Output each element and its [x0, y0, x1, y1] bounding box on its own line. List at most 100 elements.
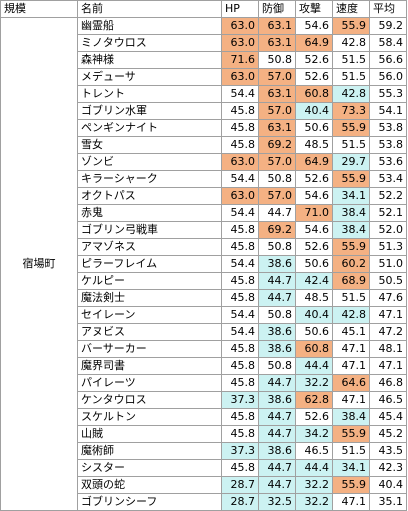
name-cell[interactable]: バーサーカー: [77, 340, 222, 358]
hp-cell[interactable]: 63.0: [221, 153, 259, 171]
speed-cell[interactable]: 34.1: [332, 459, 370, 477]
average-cell[interactable]: 52.1: [369, 204, 407, 222]
header-speed[interactable]: 速度: [332, 0, 370, 18]
attack-cell[interactable]: 44.4: [295, 357, 333, 375]
name-cell[interactable]: ゴブリン水軍: [77, 102, 222, 120]
defense-cell[interactable]: 50.8: [258, 51, 296, 69]
average-cell[interactable]: 45.4: [369, 408, 407, 426]
hp-cell[interactable]: 45.8: [221, 459, 259, 477]
average-cell[interactable]: 53.6: [369, 153, 407, 171]
name-cell[interactable]: メデューサ: [77, 68, 222, 86]
name-cell[interactable]: 赤鬼: [77, 204, 222, 222]
hp-cell[interactable]: 54.4: [221, 255, 259, 273]
defense-cell[interactable]: 38.6: [258, 442, 296, 460]
hp-cell[interactable]: 45.8: [221, 340, 259, 358]
name-cell[interactable]: キラーシャーク: [77, 170, 222, 188]
defense-cell[interactable]: 44.7: [258, 272, 296, 290]
speed-cell[interactable]: 55.9: [332, 425, 370, 443]
header-scale[interactable]: 規模: [0, 0, 78, 18]
speed-cell[interactable]: 64.6: [332, 374, 370, 392]
average-cell[interactable]: 53.8: [369, 136, 407, 154]
speed-cell[interactable]: 51.5: [332, 442, 370, 460]
hp-cell[interactable]: 37.3: [221, 442, 259, 460]
speed-cell[interactable]: 55.9: [332, 170, 370, 188]
attack-cell[interactable]: 54.6: [295, 187, 333, 205]
speed-cell[interactable]: 45.1: [332, 323, 370, 341]
attack-cell[interactable]: 60.8: [295, 340, 333, 358]
attack-cell[interactable]: 48.5: [295, 289, 333, 307]
defense-cell[interactable]: 32.5: [258, 493, 296, 511]
attack-cell[interactable]: 62.8: [295, 391, 333, 409]
attack-cell[interactable]: 40.4: [295, 102, 333, 120]
speed-cell[interactable]: 34.1: [332, 187, 370, 205]
header-defense[interactable]: 防御: [258, 0, 296, 18]
speed-cell[interactable]: 38.4: [332, 408, 370, 426]
speed-cell[interactable]: 42.8: [332, 85, 370, 103]
average-cell[interactable]: 53.4: [369, 170, 407, 188]
speed-cell[interactable]: 55.9: [332, 238, 370, 256]
name-cell[interactable]: 雪女: [77, 136, 222, 154]
attack-cell[interactable]: 32.2: [295, 374, 333, 392]
attack-cell[interactable]: 32.2: [295, 493, 333, 511]
defense-cell[interactable]: 38.6: [258, 340, 296, 358]
speed-cell[interactable]: 51.5: [332, 51, 370, 69]
name-cell[interactable]: アヌビス: [77, 323, 222, 341]
defense-cell[interactable]: 38.6: [258, 323, 296, 341]
average-cell[interactable]: 40.4: [369, 476, 407, 494]
speed-cell[interactable]: 47.1: [332, 391, 370, 409]
defense-cell[interactable]: 44.7: [258, 459, 296, 477]
average-cell[interactable]: 47.1: [369, 306, 407, 324]
name-cell[interactable]: ゾンビ: [77, 153, 222, 171]
average-cell[interactable]: 50.5: [369, 272, 407, 290]
defense-cell[interactable]: 44.7: [258, 374, 296, 392]
name-cell[interactable]: トレント: [77, 85, 222, 103]
name-cell[interactable]: パイレーツ: [77, 374, 222, 392]
hp-cell[interactable]: 63.0: [221, 17, 259, 35]
average-cell[interactable]: 59.2: [369, 17, 407, 35]
average-cell[interactable]: 51.3: [369, 238, 407, 256]
hp-cell[interactable]: 63.0: [221, 34, 259, 52]
hp-cell[interactable]: 54.4: [221, 204, 259, 222]
average-cell[interactable]: 53.8: [369, 119, 407, 137]
average-cell[interactable]: 42.3: [369, 459, 407, 477]
defense-cell[interactable]: 57.0: [258, 153, 296, 171]
speed-cell[interactable]: 29.7: [332, 153, 370, 171]
average-cell[interactable]: 48.1: [369, 340, 407, 358]
hp-cell[interactable]: 45.8: [221, 425, 259, 443]
defense-cell[interactable]: 50.8: [258, 357, 296, 375]
attack-cell[interactable]: 60.8: [295, 85, 333, 103]
attack-cell[interactable]: 34.2: [295, 425, 333, 443]
average-cell[interactable]: 58.4: [369, 34, 407, 52]
average-cell[interactable]: 35.1: [369, 493, 407, 511]
speed-cell[interactable]: 42.8: [332, 34, 370, 52]
average-cell[interactable]: 51.0: [369, 255, 407, 273]
average-cell[interactable]: 47.1: [369, 357, 407, 375]
attack-cell[interactable]: 50.6: [295, 323, 333, 341]
hp-cell[interactable]: 54.4: [221, 306, 259, 324]
hp-cell[interactable]: 71.6: [221, 51, 259, 69]
defense-cell[interactable]: 38.6: [258, 255, 296, 273]
attack-cell[interactable]: 40.4: [295, 306, 333, 324]
speed-cell[interactable]: 38.4: [332, 221, 370, 239]
defense-cell[interactable]: 63.1: [258, 85, 296, 103]
header-hp[interactable]: HP: [221, 0, 259, 18]
attack-cell[interactable]: 54.6: [295, 221, 333, 239]
defense-cell[interactable]: 69.2: [258, 136, 296, 154]
defense-cell[interactable]: 44.7: [258, 289, 296, 307]
average-cell[interactable]: 47.6: [369, 289, 407, 307]
defense-cell[interactable]: 57.0: [258, 187, 296, 205]
hp-cell[interactable]: 54.4: [221, 323, 259, 341]
average-cell[interactable]: 46.8: [369, 374, 407, 392]
speed-cell[interactable]: 42.8: [332, 306, 370, 324]
hp-cell[interactable]: 54.4: [221, 85, 259, 103]
average-cell[interactable]: 52.2: [369, 187, 407, 205]
hp-cell[interactable]: 45.8: [221, 102, 259, 120]
header-name[interactable]: 名前: [77, 0, 222, 18]
hp-cell[interactable]: 45.8: [221, 289, 259, 307]
name-cell[interactable]: ケルピー: [77, 272, 222, 290]
name-cell[interactable]: 魔術師: [77, 442, 222, 460]
name-cell[interactable]: オクトパス: [77, 187, 222, 205]
defense-cell[interactable]: 50.8: [258, 170, 296, 188]
attack-cell[interactable]: 52.6: [295, 238, 333, 256]
defense-cell[interactable]: 63.1: [258, 34, 296, 52]
